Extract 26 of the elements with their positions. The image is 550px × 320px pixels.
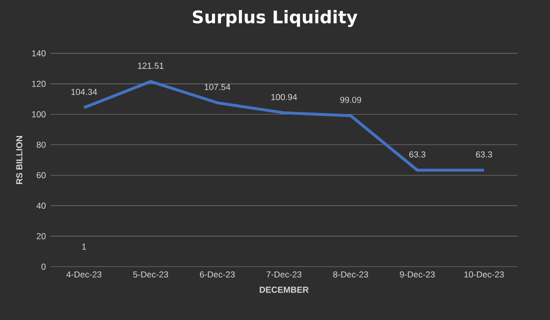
data-label: 107.54 [204,84,230,90]
x-tick-label: 6-Dec-23 [200,271,235,278]
data-label: 104.34 [71,88,97,95]
y-tick-label: 140 [32,50,46,56]
y-tick-label: 0 [41,264,46,270]
y-tick-label: 20 [36,233,46,240]
chart-title: Surplus Liquidity [192,10,358,27]
y-tick-label: 120 [32,80,46,87]
annotation: 1 [82,244,86,250]
data-label: 99.09 [340,96,362,103]
data-label: 63.3 [409,151,426,158]
x-axis-title: DECEMBER [260,286,309,293]
x-tick-label: 5-Dec-23 [133,271,168,278]
y-tick-label: 80 [36,142,46,148]
y-tick-label: 100 [32,111,46,118]
y-tick-label: 40 [36,202,46,209]
x-tick-label: 7-Dec-23 [266,271,302,278]
data-label: 100.94 [271,94,297,100]
data-label: 63.3 [476,151,492,158]
y-axis-title: RS BILLION [16,136,22,184]
y-tick-label: 60 [36,172,46,178]
x-tick-label: 8-Dec-23 [333,271,368,278]
data-label: 121.51 [138,62,164,69]
x-tick-label: 4-Dec-23 [66,271,102,278]
x-tick-label: 10-Dec-23 [464,271,504,278]
x-tick-label: 9-Dec-23 [400,271,435,278]
